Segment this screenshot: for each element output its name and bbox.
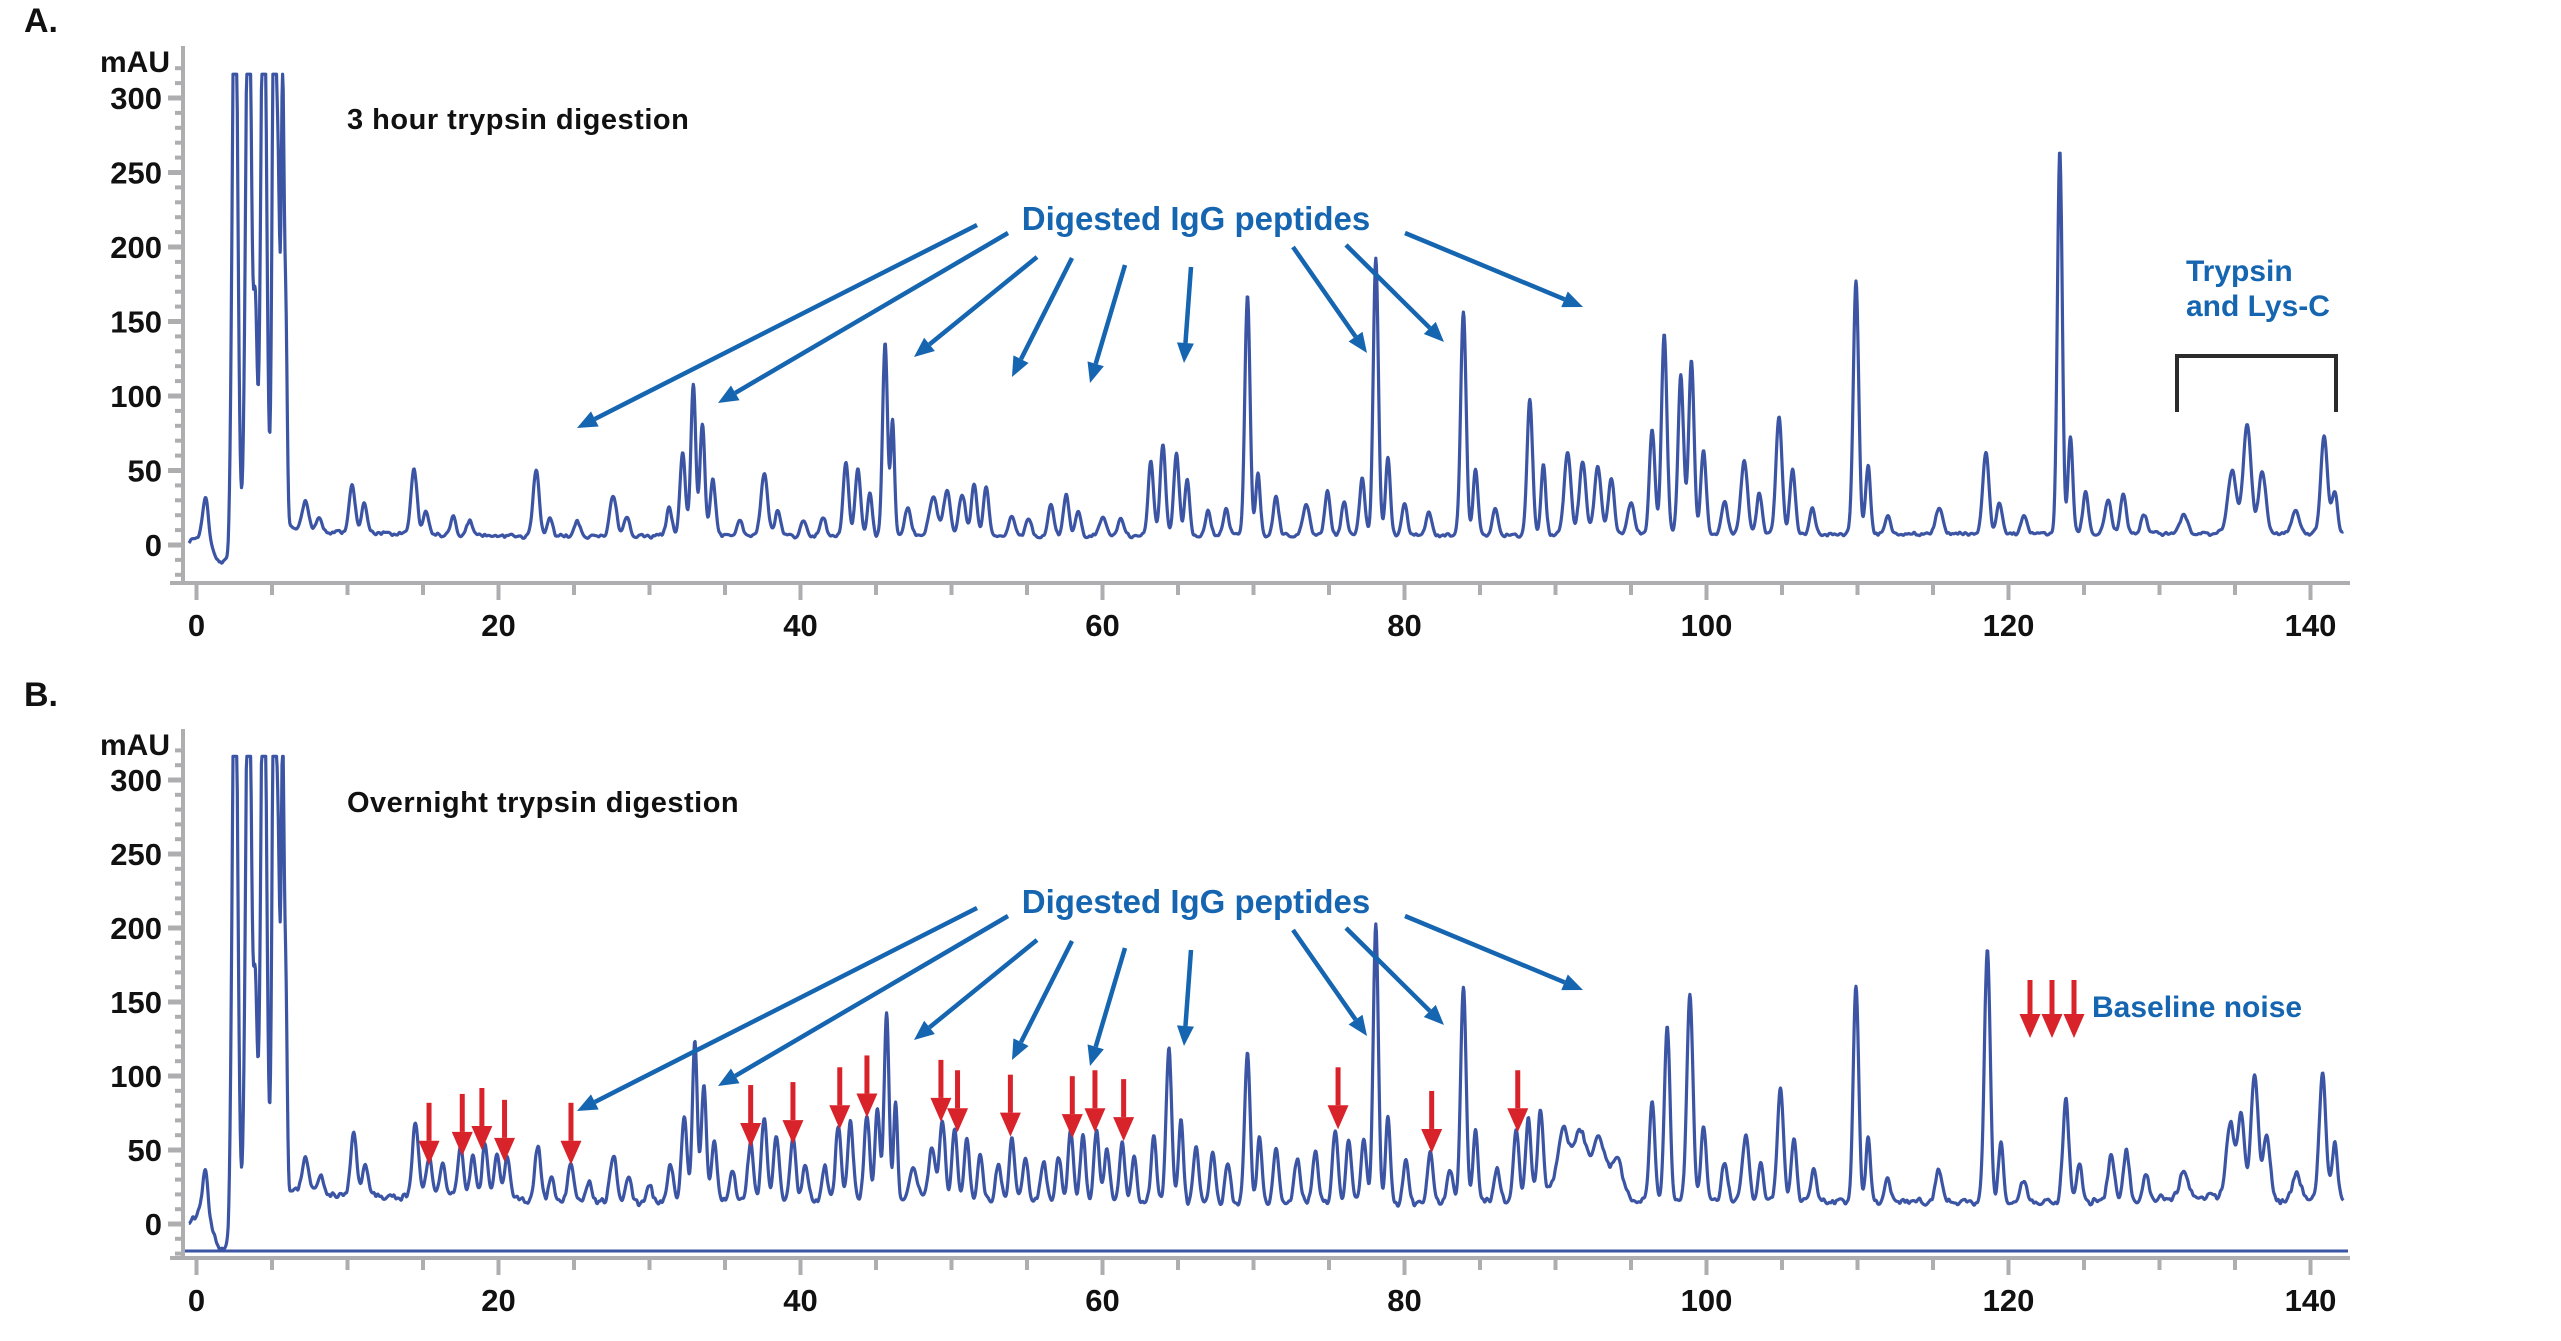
panel-a-enzyme-annotation: Trypsin and Lys-C [2186, 254, 2330, 325]
svg-text:150: 150 [110, 305, 162, 340]
panel-a-axis-unit: mAU [100, 46, 171, 79]
panel-b-peptides-annotation: Digested IgG peptides [1021, 883, 1371, 920]
panel-a-axes [168, 46, 2350, 600]
svg-text:250: 250 [110, 156, 162, 191]
svg-text:300: 300 [110, 763, 162, 798]
svg-text:0: 0 [145, 528, 162, 563]
panel-b-axes [168, 729, 2350, 1275]
panel-a-trace [187, 72, 2345, 565]
svg-text:100: 100 [1681, 1283, 1733, 1318]
svg-text:200: 200 [110, 911, 162, 946]
trypsin-lysc-bracket [2175, 354, 2338, 412]
svg-text:0: 0 [145, 1207, 162, 1242]
svg-text:40: 40 [783, 1283, 817, 1318]
svg-text:150: 150 [110, 985, 162, 1020]
svg-text:50: 50 [128, 1133, 162, 1168]
panel-b-baseline-noise-annotation: Baseline noise [2092, 991, 2303, 1024]
panel-a-peptides-annotation: Digested IgG peptides [1021, 200, 1371, 237]
svg-text:140: 140 [2285, 1283, 2337, 1318]
svg-text:20: 20 [481, 1283, 515, 1318]
svg-text:50: 50 [128, 454, 162, 489]
new-peak-arrows [418, 980, 2085, 1165]
svg-text:60: 60 [1085, 608, 1119, 643]
panel-a-tick-labels: 300 250 200 150 100 50 0 0 20 40 60 80 100 120 140 [110, 81, 2336, 643]
svg-text:120: 120 [1983, 608, 2035, 643]
svg-text:0: 0 [188, 1283, 205, 1318]
svg-text:80: 80 [1387, 1283, 1421, 1318]
svg-text:120: 120 [1983, 1283, 2035, 1318]
svg-text:80: 80 [1387, 608, 1421, 643]
panel-b-axis-unit: mAU [100, 729, 171, 762]
panel-b-trace [188, 754, 2345, 1251]
panel-a-title: 3 hour trypsin digestion [347, 104, 690, 136]
panel-a-label: A. [24, 2, 58, 40]
svg-text:100: 100 [110, 1059, 162, 1094]
svg-text:140: 140 [2285, 608, 2337, 643]
svg-text:200: 200 [110, 230, 162, 265]
enzyme-annotation-line2: and Lys-C [2186, 290, 2330, 324]
svg-text:20: 20 [481, 608, 515, 643]
panel-a-peptide-arrows [577, 222, 1583, 428]
svg-text:0: 0 [188, 608, 205, 643]
panel-b-label: B. [24, 676, 58, 714]
svg-text:60: 60 [1085, 1283, 1119, 1318]
svg-text:100: 100 [1681, 608, 1733, 643]
panel-b-peptide-arrows [577, 905, 1583, 1111]
enzyme-annotation-line1: Trypsin [2186, 255, 2293, 288]
panel-b-title: Overnight trypsin digestion [347, 787, 740, 819]
svg-text:40: 40 [783, 608, 817, 643]
svg-text:250: 250 [110, 837, 162, 872]
svg-text:300: 300 [110, 81, 162, 116]
svg-text:100: 100 [110, 379, 162, 414]
panel-b-tick-labels: 300 250 200 150 100 50 0 0 20 40 60 80 100 120 140 [110, 763, 2336, 1318]
